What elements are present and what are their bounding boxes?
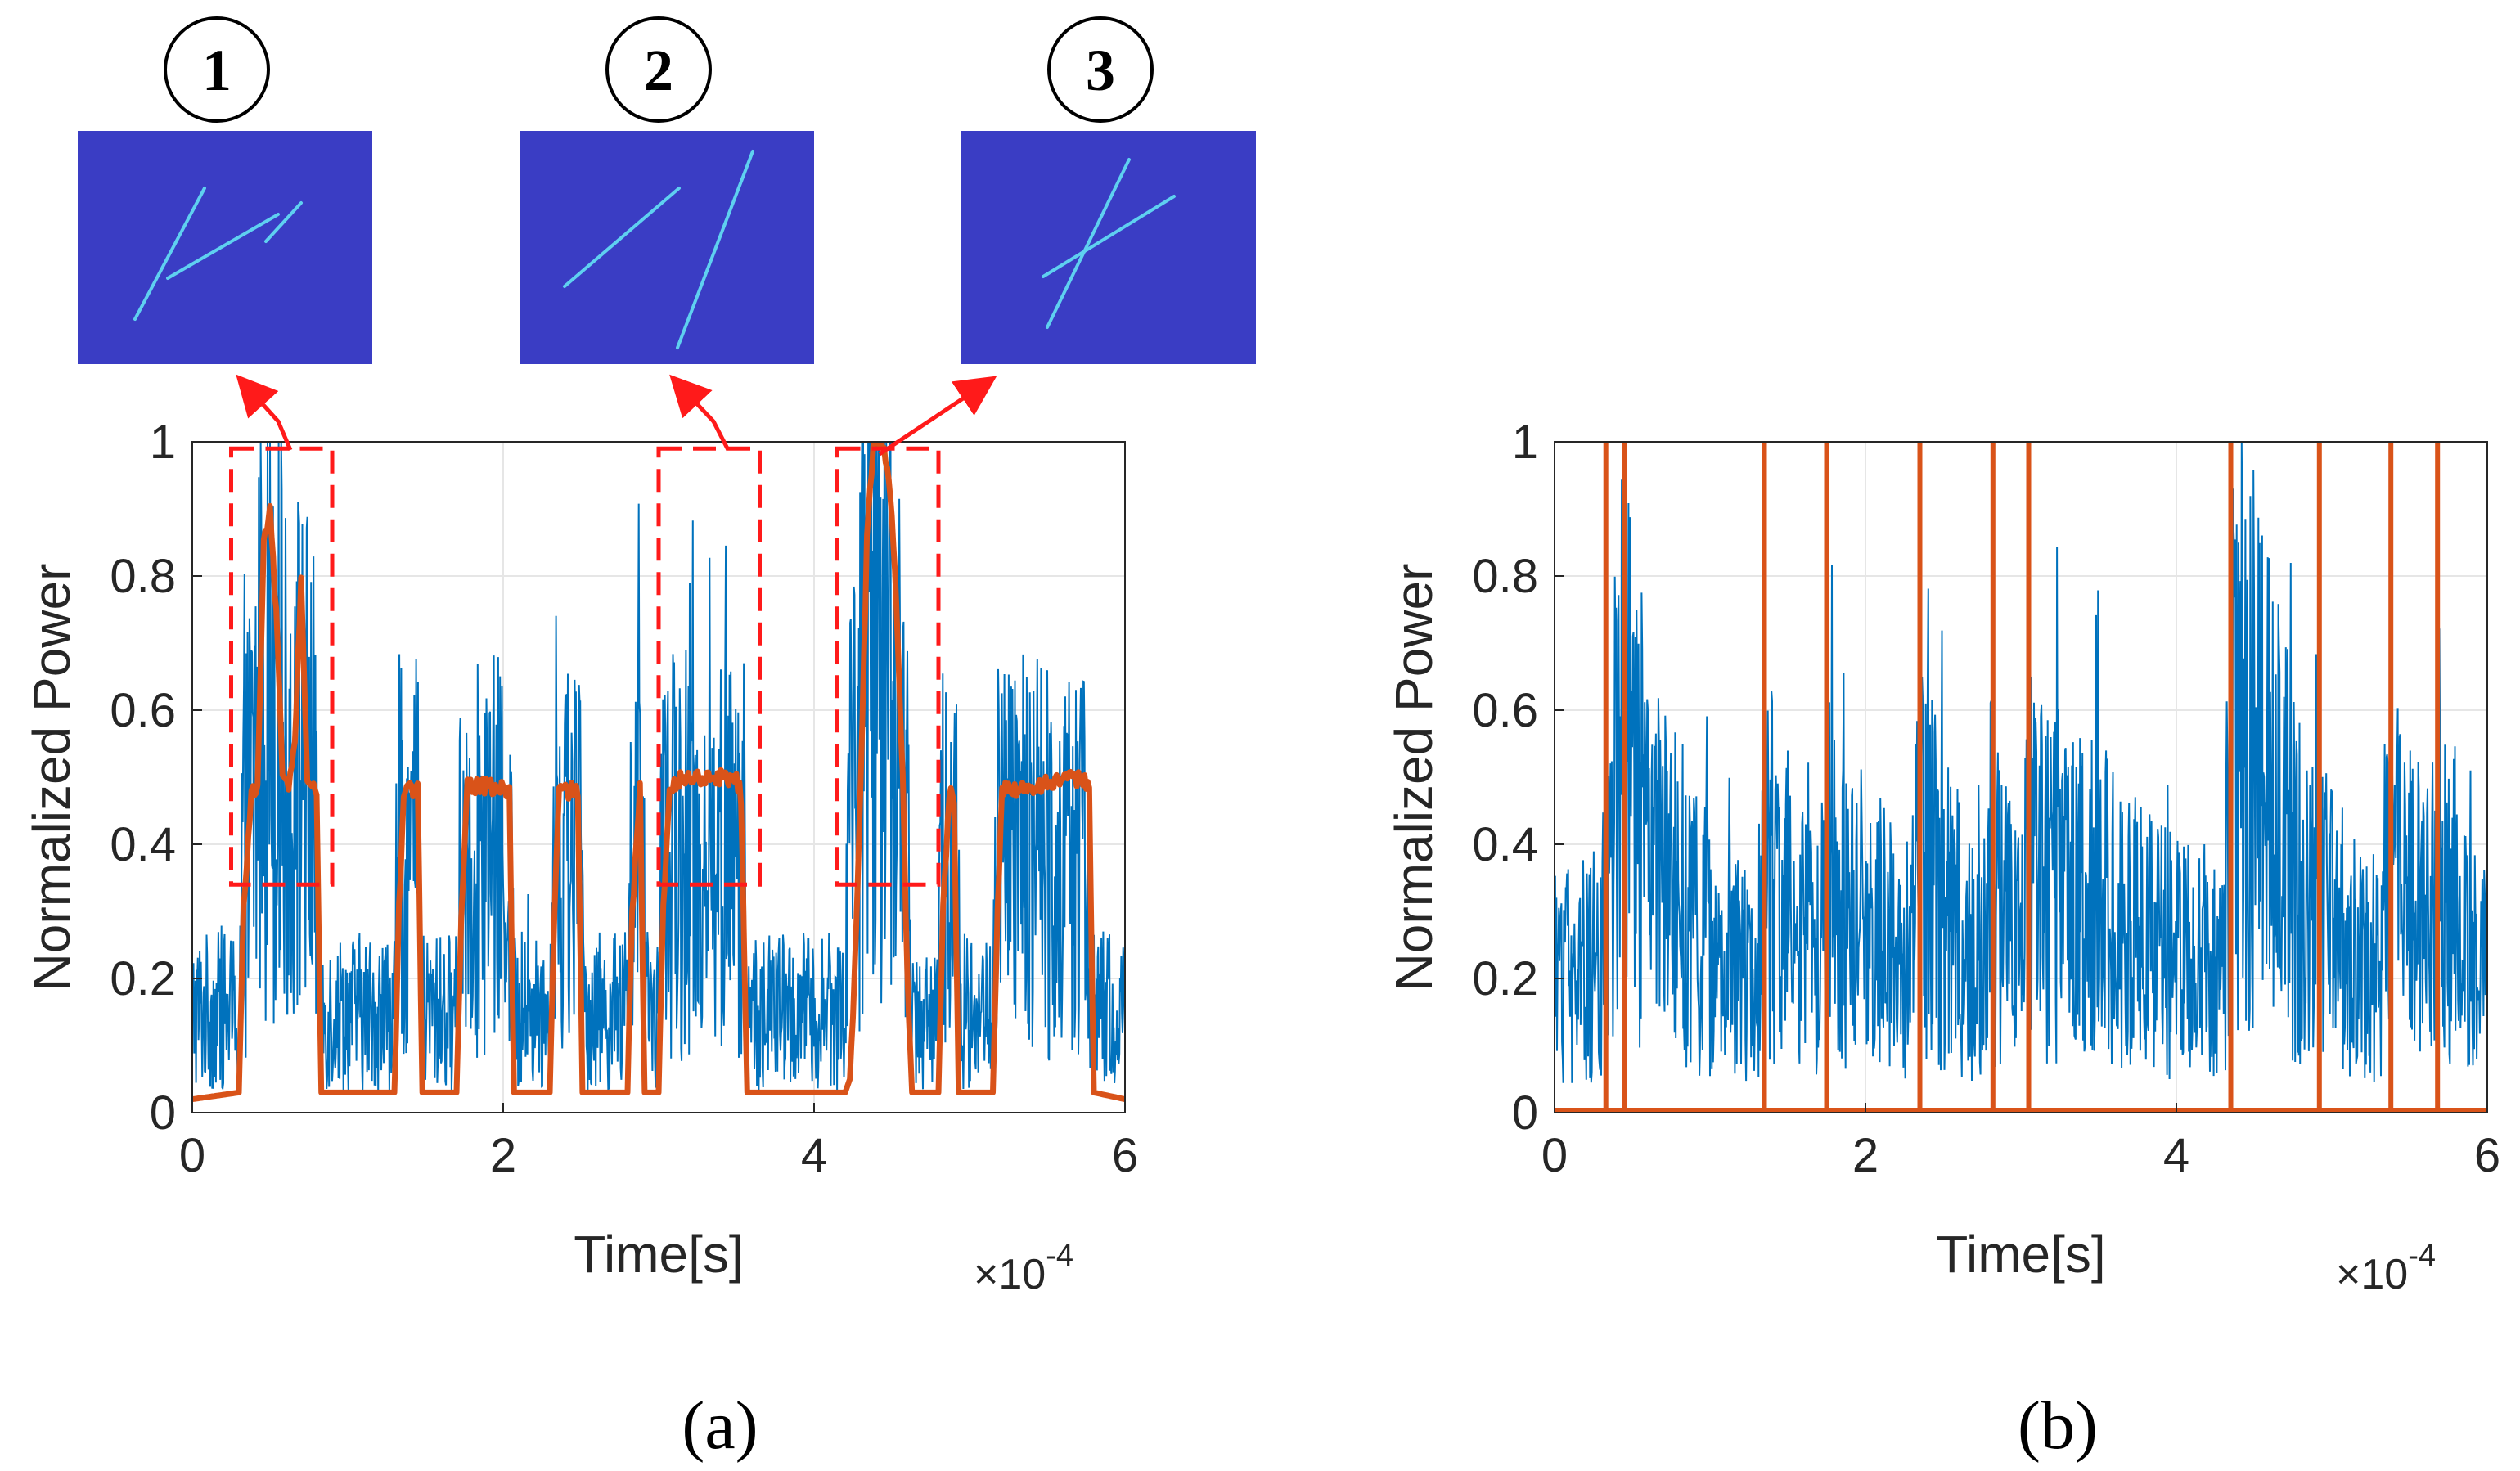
y-axis-label-b: Normalized Power: [1384, 564, 1443, 992]
x-axis-label-b: Time[s]: [1936, 1225, 2105, 1284]
ticks-a: 0 2 4 6 0 0.2 0.4 0.6 0.8 1: [110, 416, 1138, 1182]
inset-2-number-circle: [605, 16, 712, 123]
x-tick-label: 2: [490, 1129, 516, 1182]
panel-label-b: (b): [2018, 1388, 2098, 1464]
inset-3-image: [961, 131, 1256, 364]
x-exponent-power-a: -4: [1046, 1239, 1073, 1273]
series-b: [1555, 442, 2487, 1113]
x-exponent-power-b: -4: [2408, 1239, 2436, 1273]
inset-3-number-circle: [1047, 16, 1154, 123]
y-tick-label: 0.6: [110, 684, 176, 737]
y-tick-label: 0.8: [1472, 550, 1538, 603]
x-tick-label: 0: [1541, 1129, 1568, 1182]
arrow-to-inset-3: [878, 376, 997, 457]
x-tick-label: 0: [179, 1129, 205, 1182]
inset-2-image: [520, 131, 814, 364]
y-tick-label: 0: [150, 1086, 176, 1140]
highlight-box-2: [656, 446, 762, 887]
y-tick-label: 0.4: [1472, 818, 1538, 871]
x-tick-label: 4: [801, 1129, 827, 1182]
highlight-box-1: [229, 446, 335, 887]
inset-3-number: 3: [1086, 38, 1115, 103]
x-tick-label: 2: [1852, 1129, 1879, 1182]
x-exponent-base-a: ×10: [974, 1251, 1046, 1298]
y-axis-label-a: Normalized Power: [22, 564, 81, 992]
inset-3-streaks: [1042, 158, 1176, 329]
x-tick-label: 6: [2474, 1129, 2500, 1182]
inset-2-number: 2: [644, 38, 673, 103]
x-tick-label: 4: [2163, 1129, 2189, 1182]
envelope-line-a: [192, 442, 1125, 1103]
x-exponent-b: ×10-4: [2336, 1239, 2436, 1298]
noisy-signal-b: [1555, 442, 2487, 1083]
y-tick-label: 0.2: [1472, 952, 1538, 1005]
y-tick-label: 0.6: [1472, 684, 1538, 737]
y-tick-label: 0.8: [110, 550, 176, 603]
insets-a: 1 2 3: [78, 16, 1256, 364]
series-a: [192, 442, 1125, 1103]
inset-1-streaks: [133, 187, 303, 321]
inset-1-image: [78, 131, 372, 364]
x-tick-label: 6: [1112, 1129, 1138, 1182]
y-tick-label: 0.4: [110, 818, 176, 871]
inset-1: 1: [78, 16, 372, 364]
panel-b: 0 2 4 6 0 0.2 0.4 0.6 0.8 1 Normalized Power Time…: [1384, 416, 2500, 1464]
arrow-to-inset-1: [236, 374, 293, 451]
inset-2: 2: [520, 16, 814, 364]
axes-box-b: [1554, 441, 2488, 1113]
x-exponent-a: ×10-4: [974, 1239, 1073, 1298]
inset-1-number: 1: [202, 38, 232, 103]
ticks-b: 0 2 4 6 0 0.2 0.4 0.6 0.8 1: [1472, 416, 2500, 1182]
axes-box-a: [191, 441, 1126, 1113]
panel-label-a: (a): [682, 1388, 758, 1464]
y-tick-label: 0: [1512, 1086, 1538, 1140]
inset-arrows: [236, 374, 997, 457]
x-axis-label-a: Time[s]: [574, 1225, 743, 1284]
inset-1-number-circle: [164, 16, 270, 123]
inset-2-streaks: [563, 150, 754, 349]
inset-3: 3: [961, 16, 1256, 364]
panel-a: 0 2 4 6 0 0.2 0.4 0.6 0.8 1 Normalized Power Time…: [22, 16, 1256, 1464]
y-tick-label: 1: [1512, 416, 1538, 469]
y-tick-label: 0.2: [110, 952, 176, 1005]
arrow-to-inset-2: [669, 374, 731, 452]
x-exponent-base-b: ×10: [2336, 1251, 2408, 1298]
y-tick-label: 1: [150, 416, 176, 469]
